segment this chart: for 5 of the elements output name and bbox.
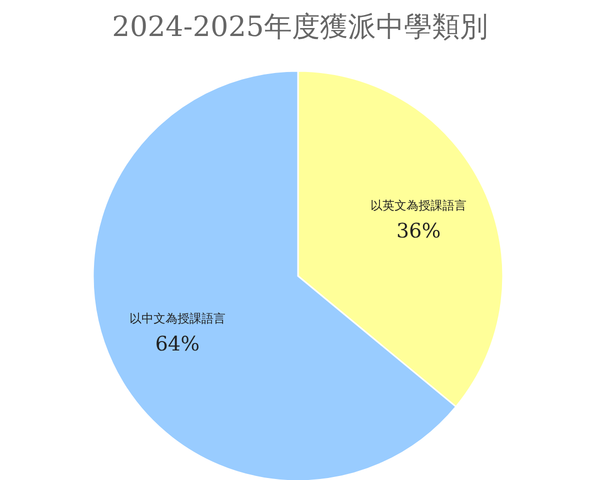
data-label: 36%: [396, 218, 441, 242]
data-label: 64%: [155, 332, 200, 356]
slice-label: 以中文為授課語言: [129, 312, 226, 326]
slice-label: 以英文為授課語言: [370, 198, 467, 212]
chart-title: 2024-2025年度獲派中學類別: [112, 10, 488, 43]
